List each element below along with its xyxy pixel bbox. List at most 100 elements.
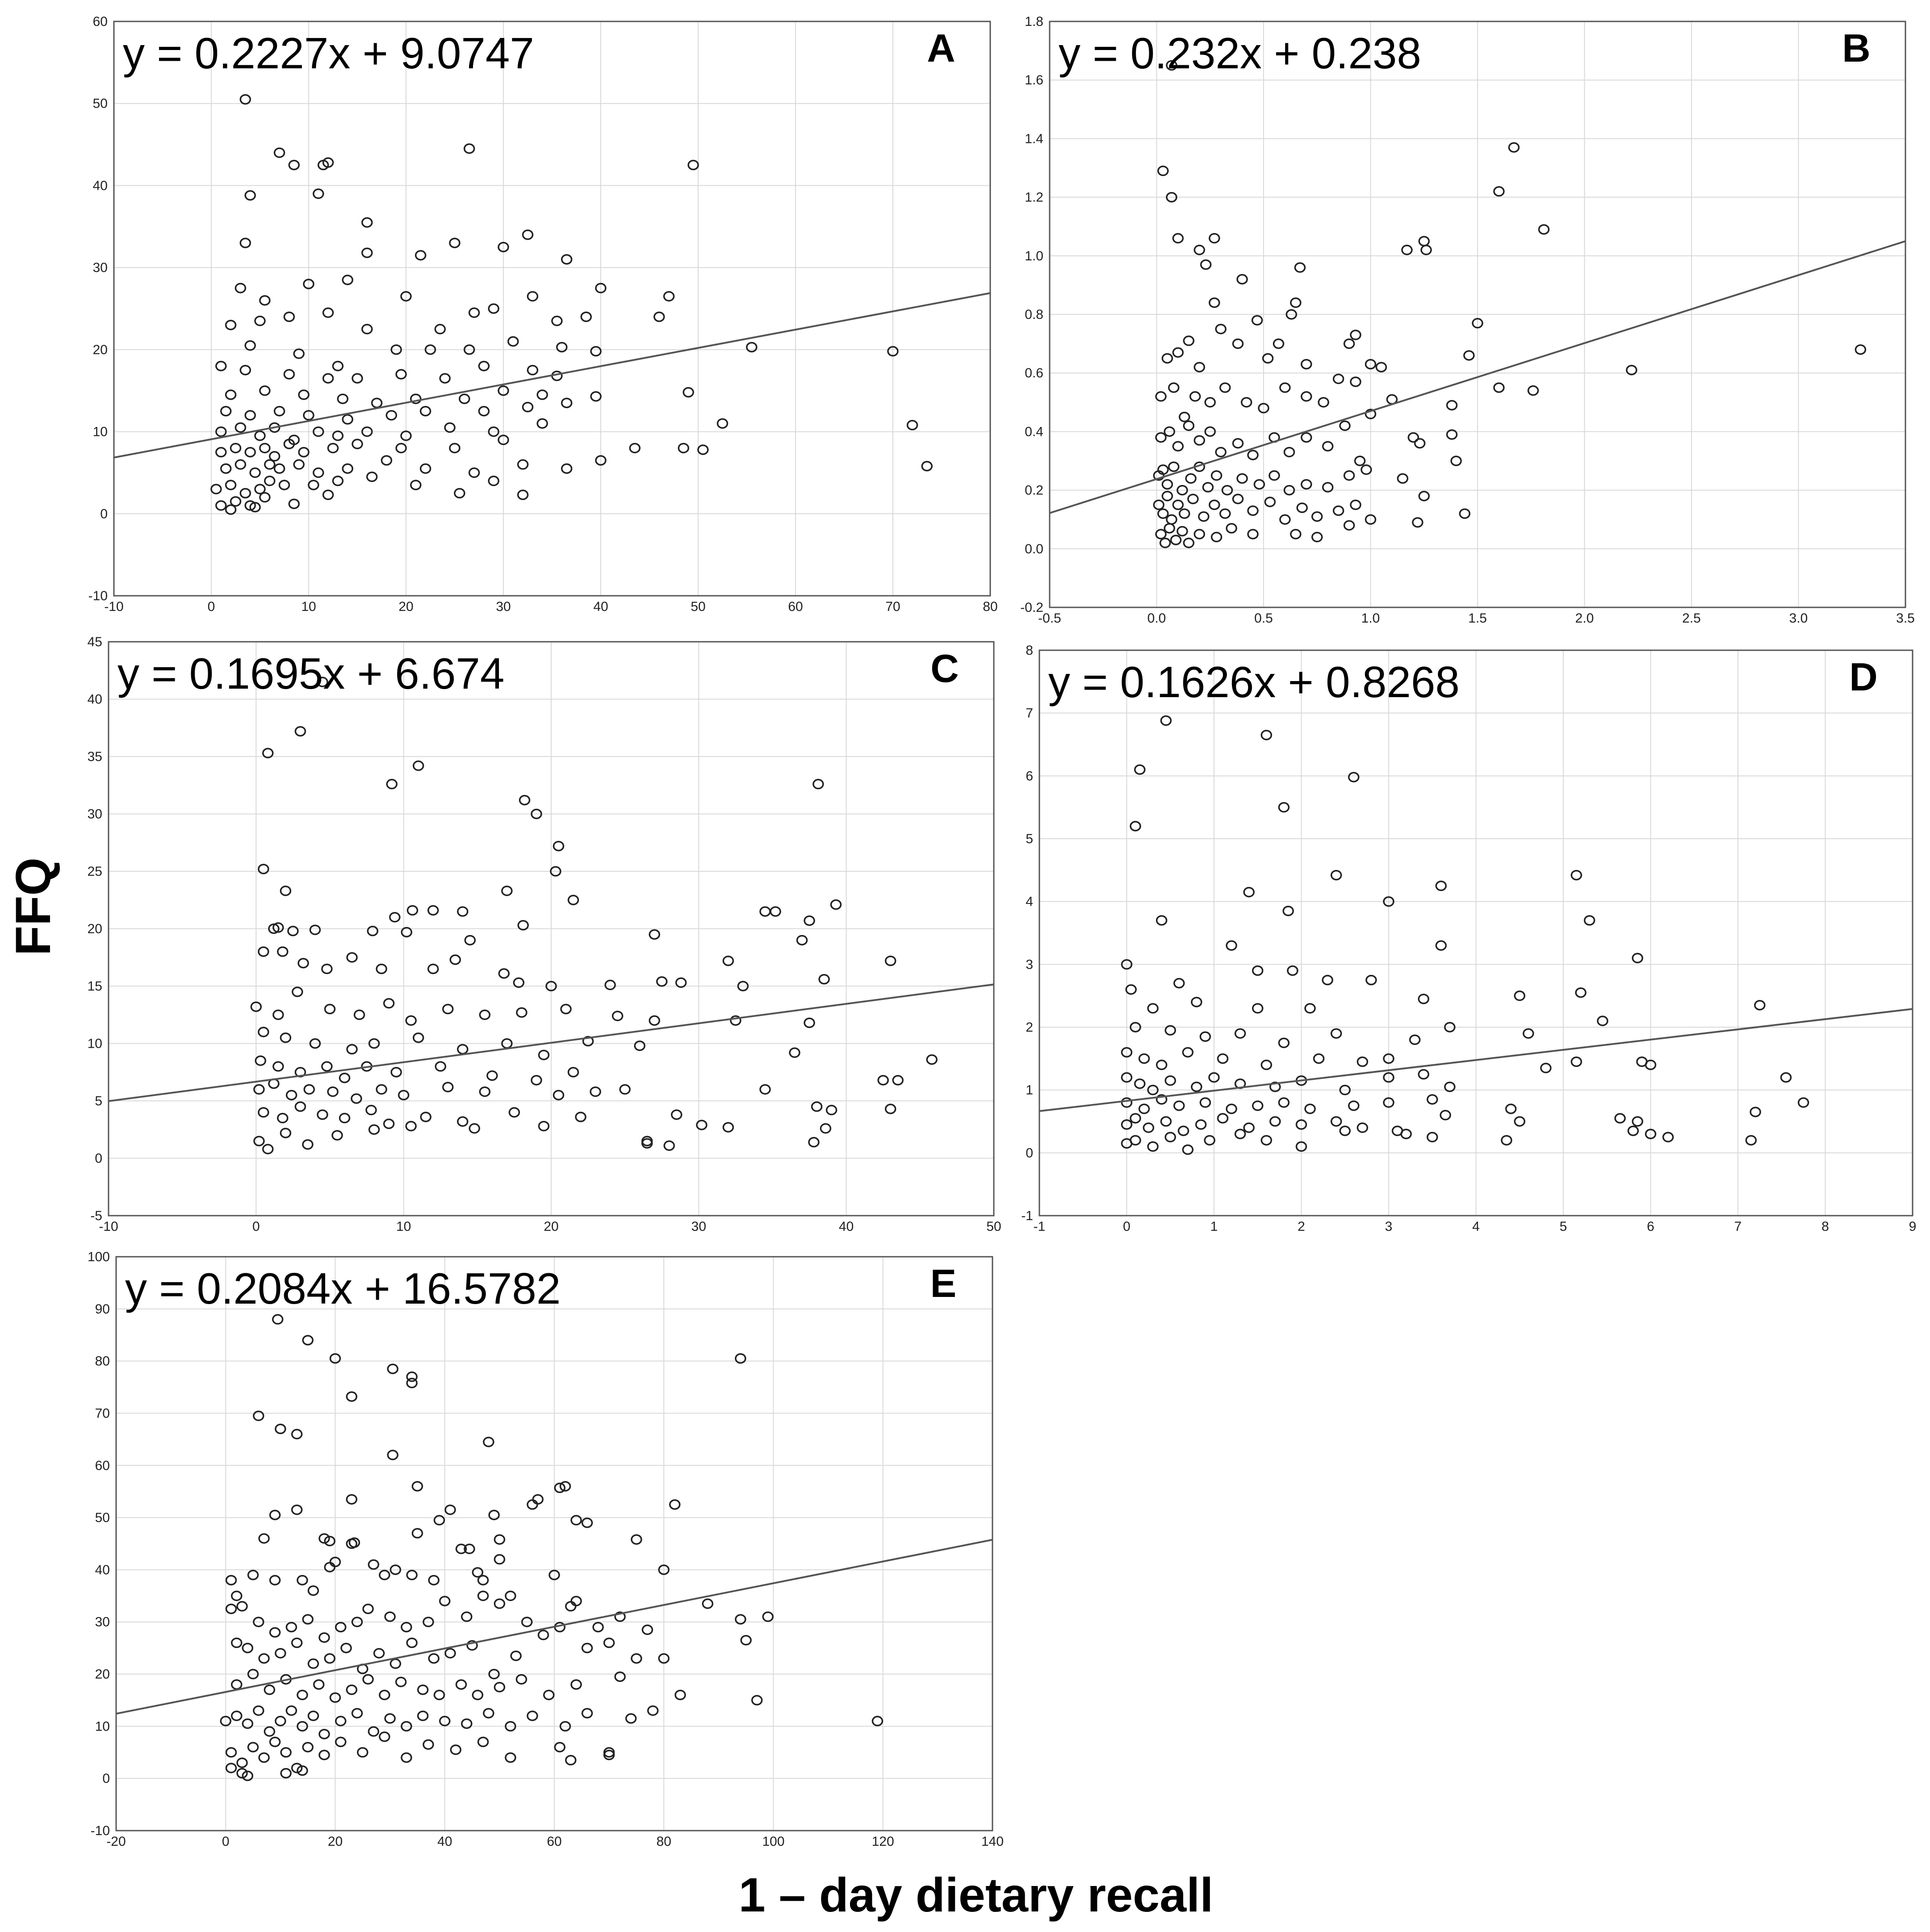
panel-a-data-point	[410, 393, 422, 404]
panel-d-data-point	[1356, 1122, 1369, 1133]
panel-e-data-point	[329, 1556, 341, 1568]
panel-b-data-point	[1236, 473, 1248, 484]
panel-e-data-point	[532, 1494, 544, 1505]
panel-a-data-point	[303, 410, 314, 421]
panel-b-data-point	[1210, 531, 1222, 543]
panel-a-data-point	[239, 365, 251, 376]
panel-b-data-point	[1855, 344, 1867, 355]
panel-c-data-point	[321, 963, 333, 974]
panel-b-data-point	[1164, 523, 1175, 534]
panel-c-data-point	[389, 912, 401, 923]
panel-b-data-point	[1176, 485, 1188, 496]
panel-e-data-point	[297, 1575, 308, 1586]
panel-b-data-point	[1219, 382, 1231, 393]
panel-e-data-point	[455, 1543, 467, 1554]
panel-e-data-point	[236, 1757, 248, 1768]
panel-d-data-point	[1383, 1072, 1394, 1083]
panel-e-data-point	[647, 1705, 659, 1716]
panel-e-y-tick-label: 70	[95, 1406, 110, 1421]
panel-e-data-point	[231, 1679, 243, 1690]
panel-d-data-point	[1252, 1100, 1264, 1111]
panel-b-data-point	[1350, 499, 1361, 510]
panel-a-data-point	[414, 250, 427, 261]
panel-d-x-tick-label: 8	[1821, 1219, 1829, 1234]
panel-e-data-point	[477, 1590, 489, 1602]
panel-e-data-point	[384, 1713, 396, 1724]
panel-c-data-point	[516, 1007, 528, 1018]
panel-d-data-point	[1575, 987, 1587, 998]
panel-b-data-point	[1247, 529, 1259, 539]
panel-c-data-point	[759, 906, 771, 917]
panel-d-y-tick-label: 1	[1026, 1083, 1033, 1098]
panel-a-data-point	[561, 397, 573, 409]
panel-d-data-point	[1282, 906, 1294, 916]
panel-c-data-point	[582, 1036, 594, 1047]
panel-d-x-tick-label: -1	[1034, 1219, 1046, 1234]
panel-b-data-point	[1350, 376, 1361, 387]
panel-c-data-point	[250, 1001, 262, 1012]
panel-a-data-point	[264, 459, 276, 470]
panel-e-data-point	[225, 1747, 237, 1758]
panel-e-data-point	[603, 1749, 615, 1761]
panel-c-y-tick-label: 10	[88, 1037, 102, 1051]
panel-d-data-point	[1435, 880, 1447, 891]
panel-a-data-point	[517, 459, 529, 470]
panel-d-data-point	[1182, 1047, 1194, 1058]
panel-e-data-point	[225, 1603, 237, 1614]
panel-e-data-point	[291, 1763, 303, 1773]
panel-d-data-point	[1339, 1125, 1351, 1136]
panel-e-data-point	[406, 1637, 418, 1648]
panel-b-y-tick-label: -0.2	[1020, 600, 1043, 615]
panel-c-x-tick-label: 20	[544, 1219, 558, 1234]
panel-a-data-point	[410, 480, 422, 490]
panel-e-y-tick-label: -10	[91, 1823, 110, 1838]
panel-b-data-point	[1375, 362, 1387, 372]
panel-b-data-point	[1290, 297, 1302, 308]
panel-c-x-tick-label: 50	[986, 1219, 1001, 1234]
panel-e-data-point	[258, 1752, 270, 1763]
panel-d-x-tick-label: 1	[1210, 1219, 1218, 1234]
panel-e-data-point	[379, 1569, 390, 1581]
panel-e-data-point	[505, 1752, 516, 1763]
panel-b-x-tick-label: 1.5	[1468, 611, 1487, 626]
panel-b-data-point	[1210, 470, 1222, 481]
panel-e-data-point	[280, 1768, 292, 1779]
panel-c-data-point	[553, 841, 565, 852]
panel-c-data-point	[285, 1090, 297, 1100]
panel-c-data-point	[722, 1122, 734, 1133]
panel-b-data-point	[1365, 514, 1377, 525]
panel-e-data-point	[464, 1543, 475, 1554]
panel-c-data-point	[272, 1009, 284, 1020]
panel-c-data-point	[885, 955, 896, 966]
panel-e-data-point	[253, 1616, 264, 1627]
panel-e-data-point	[433, 1689, 445, 1701]
panel-a-data-point	[556, 342, 568, 353]
panel-d-data-point	[1348, 1100, 1360, 1111]
panel-d-data-point	[1754, 1000, 1766, 1011]
panel-c-data-point	[346, 952, 358, 963]
panel-d-data-point	[1217, 1113, 1229, 1124]
panel-c-data-point	[258, 946, 269, 957]
panel-b-data-point	[1187, 493, 1199, 505]
panel-a-data-point	[273, 406, 285, 417]
panel-a-data-point	[215, 447, 227, 458]
panel-c-data-point	[280, 1032, 292, 1043]
panel-d-data-point	[1155, 1094, 1168, 1105]
panel-c-x-tick-label: 30	[691, 1219, 706, 1234]
panel-d-data-point	[1130, 1113, 1141, 1124]
panel-d-equation: y = 0.1626x + 0.8268	[1048, 657, 1460, 707]
panel-e-data-point	[373, 1648, 385, 1659]
panel-e-data-point	[247, 1742, 259, 1752]
panel-e-data-point	[631, 1534, 642, 1545]
panel-b-data-point	[1155, 432, 1167, 443]
panel-a-data-point	[580, 311, 592, 322]
panel-e-data-point	[318, 1632, 330, 1643]
panel-e-data-point	[346, 1391, 358, 1402]
panel-a-data-point	[327, 443, 339, 454]
panel-a-data-point	[210, 484, 222, 494]
panel-a-data-point	[283, 369, 295, 380]
panel-a-data-point	[225, 504, 237, 515]
panel-d-data-point	[1252, 1003, 1264, 1014]
panel-e-y-tick-label: 40	[95, 1563, 110, 1577]
panel-a-data-point	[687, 159, 699, 171]
